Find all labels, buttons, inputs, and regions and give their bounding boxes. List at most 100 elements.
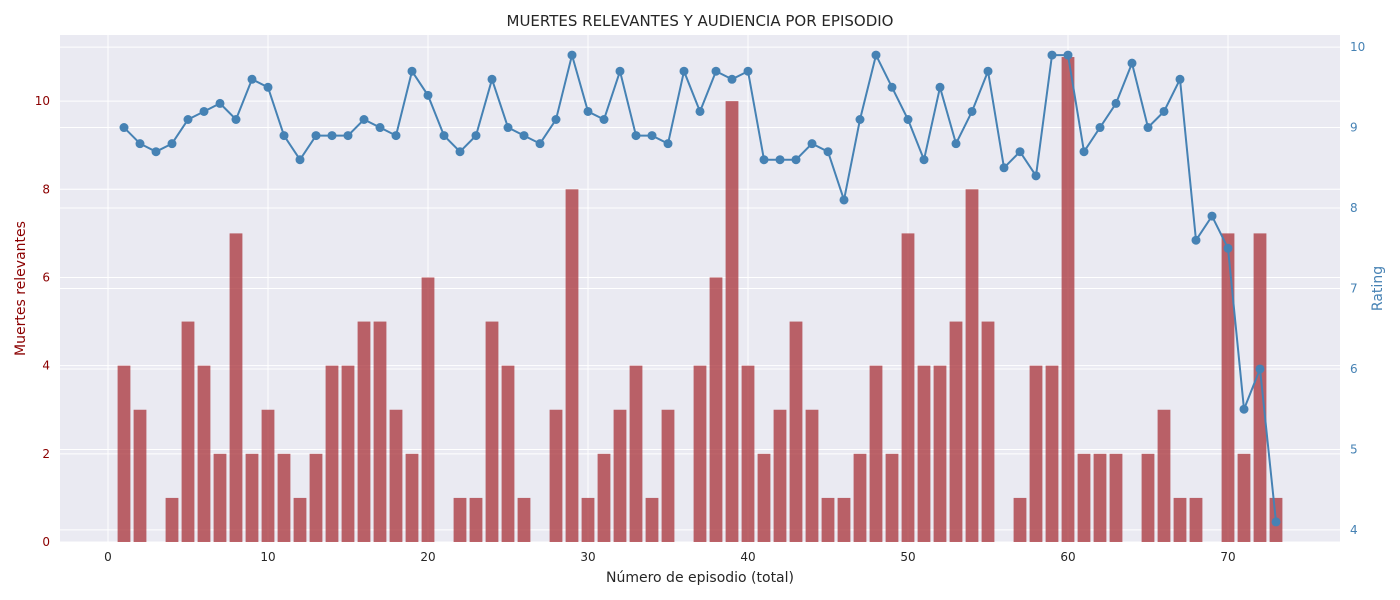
death-bar: [645, 497, 659, 542]
death-bar: [725, 101, 739, 542]
death-bar: [373, 321, 387, 542]
death-bar: [357, 321, 371, 542]
left-y-tick-labels: 0 2 4 6 8 10: [35, 94, 50, 549]
rating-point: [455, 147, 465, 157]
rating-point: [599, 115, 609, 124]
rating-point: [1207, 211, 1217, 221]
rating-point: [711, 66, 721, 76]
death-bar: [389, 409, 403, 542]
rating-point: [359, 115, 369, 124]
death-bar: [565, 189, 579, 542]
death-bar: [165, 497, 179, 542]
x-tick-label: 40: [740, 550, 755, 564]
death-bar: [949, 321, 963, 542]
death-bar: [1189, 497, 1203, 542]
death-bar: [549, 409, 563, 542]
left-y-tick-label: 0: [42, 535, 50, 549]
rating-point: [183, 115, 193, 124]
rating-point: [1239, 404, 1249, 414]
death-bar: [597, 453, 611, 542]
rating-point: [1175, 74, 1185, 84]
right-y-tick-label: 9: [1350, 121, 1358, 135]
death-bar: [405, 453, 419, 542]
death-bar: [1045, 365, 1059, 542]
left-y-tick-label: 8: [42, 182, 50, 196]
rating-point: [1127, 58, 1137, 68]
death-bar: [693, 365, 707, 542]
rating-point: [535, 139, 545, 149]
death-bar: [1237, 453, 1251, 542]
death-bar: [981, 321, 995, 542]
rating-point: [1031, 171, 1041, 181]
rating-point: [487, 74, 497, 84]
x-tick-label: 70: [1220, 550, 1235, 564]
rating-point: [119, 123, 129, 133]
rating-point: [823, 147, 833, 157]
rating-point: [407, 66, 417, 76]
death-bar: [1093, 453, 1107, 542]
rating-point: [583, 106, 593, 116]
rating-point: [135, 139, 145, 149]
death-bar: [117, 365, 131, 542]
rating-point: [679, 66, 689, 76]
death-bar: [485, 321, 499, 542]
rating-point: [1255, 364, 1265, 374]
rating-point: [791, 155, 801, 165]
rating-point: [727, 74, 737, 84]
death-bar: [325, 365, 339, 542]
rating-point: [1079, 147, 1089, 157]
right-y-axis-label: Rating: [1370, 266, 1386, 311]
death-bar: [501, 365, 515, 542]
rating-point: [423, 90, 433, 100]
right-y-tick-labels: 4 5 6 7 8 9 10: [1350, 40, 1365, 537]
rating-point: [295, 155, 305, 165]
rating-point: [1111, 98, 1121, 108]
chart-title: MUERTES RELEVANTES Y AUDIENCIA POR EPISO…: [507, 12, 894, 30]
rating-point: [887, 82, 897, 92]
right-y-tick-label: 7: [1350, 282, 1358, 296]
death-bar: [133, 409, 147, 542]
right-y-tick-label: 5: [1350, 442, 1358, 456]
x-tick-labels: 0 10 20 30 40 50 60 70: [104, 550, 1235, 564]
rating-point: [839, 195, 849, 205]
rating-point: [871, 50, 881, 60]
left-y-axis-label: Muertes relevantes: [13, 221, 29, 356]
rating-point: [375, 123, 385, 133]
rating-line: [119, 50, 1281, 527]
x-tick-label: 30: [580, 550, 595, 564]
left-y-tick-label: 2: [42, 447, 50, 461]
rating-point: [439, 131, 449, 141]
rating-point: [1143, 123, 1153, 133]
death-bar: [517, 497, 531, 542]
death-bar: [1029, 365, 1043, 542]
death-bar: [741, 365, 755, 542]
death-bar: [885, 453, 899, 542]
rating-point: [903, 115, 913, 124]
rating-point: [1063, 50, 1073, 60]
death-bar: [181, 321, 195, 542]
rating-point: [743, 66, 753, 76]
death-bar: [933, 365, 947, 542]
death-bar: [469, 497, 483, 542]
rating-point: [1095, 123, 1105, 133]
x-tick-label: 10: [260, 550, 275, 564]
death-bar: [581, 497, 595, 542]
death-bar: [197, 365, 211, 542]
rating-point: [311, 131, 321, 141]
rating-point: [1159, 106, 1169, 116]
right-y-tick-label: 8: [1350, 201, 1358, 215]
rating-point: [1047, 50, 1057, 60]
death-bar: [213, 453, 227, 542]
death-bar: [1221, 233, 1235, 543]
rating-point: [951, 139, 961, 149]
death-bar: [1253, 233, 1267, 543]
rating-point: [471, 131, 481, 141]
rating-point: [263, 82, 273, 92]
rating-point: [1271, 517, 1281, 527]
rating-point: [647, 131, 657, 141]
x-tick-label: 0: [104, 550, 112, 564]
rating-point: [199, 106, 209, 116]
left-y-tick-label: 10: [35, 94, 50, 108]
rating-point: [935, 82, 945, 92]
death-bars: [117, 57, 1283, 543]
